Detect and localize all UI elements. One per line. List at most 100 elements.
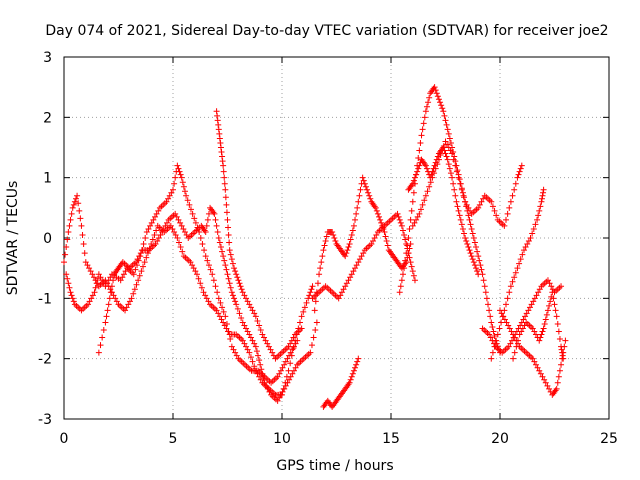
data-point	[491, 333, 498, 340]
data-point	[236, 280, 243, 287]
data-point	[411, 174, 418, 181]
data-point	[560, 355, 567, 362]
data-point	[80, 241, 87, 248]
data-point	[144, 250, 151, 257]
data-point	[338, 289, 345, 296]
data-point	[360, 177, 367, 184]
data-point	[252, 313, 259, 320]
data-point	[475, 253, 482, 260]
data-point	[451, 153, 458, 160]
data-point	[61, 259, 67, 266]
data-point	[493, 337, 500, 344]
data-point	[66, 222, 73, 229]
data-point	[558, 343, 565, 350]
data-point	[530, 225, 537, 232]
data-point	[193, 271, 200, 278]
data-point	[482, 289, 489, 296]
data-point	[449, 174, 456, 181]
data-point	[204, 216, 211, 223]
data-point	[469, 256, 476, 263]
data-point	[277, 391, 284, 398]
data-point	[308, 342, 315, 349]
data-point	[532, 361, 539, 368]
data-point	[489, 323, 496, 330]
data-point	[142, 235, 149, 241]
data-point	[215, 126, 222, 133]
data-point	[181, 188, 188, 195]
data-point	[528, 301, 535, 308]
data-point	[462, 198, 469, 205]
data-point	[507, 283, 514, 290]
x-tick-label: 20	[491, 431, 509, 447]
data-point	[192, 268, 199, 275]
data-point	[147, 222, 154, 229]
data-point	[473, 244, 480, 251]
data-point	[296, 319, 303, 326]
data-point	[132, 259, 139, 266]
data-point	[241, 340, 248, 347]
data-point	[197, 235, 204, 241]
data-point	[409, 198, 416, 205]
data-point	[470, 259, 477, 266]
data-point	[244, 346, 251, 353]
data-point	[226, 239, 233, 246]
data-point	[384, 242, 391, 249]
data-point	[320, 247, 327, 254]
data-point	[443, 121, 450, 128]
data-point	[214, 228, 221, 235]
data-point	[366, 192, 373, 199]
data-point	[543, 311, 550, 318]
data-point	[468, 225, 475, 232]
data-point	[440, 142, 447, 149]
data-point	[358, 253, 365, 260]
data-point	[352, 265, 359, 272]
data-point	[160, 225, 167, 232]
data-point	[235, 277, 242, 284]
data-point	[257, 361, 264, 368]
data-point	[106, 295, 113, 302]
data-point	[137, 250, 144, 257]
data-point	[455, 174, 462, 181]
data-point	[97, 274, 104, 281]
data-point	[345, 244, 352, 251]
data-point	[189, 210, 196, 217]
data-point	[512, 180, 519, 187]
data-point	[529, 355, 536, 362]
data-point	[486, 331, 493, 338]
data-point	[444, 156, 451, 163]
data-point	[527, 235, 534, 241]
data-point	[110, 292, 117, 299]
data-point	[225, 275, 232, 282]
data-point	[458, 186, 465, 193]
data-point	[287, 373, 294, 380]
data-point	[72, 195, 79, 202]
data-point	[197, 280, 204, 287]
data-point	[441, 112, 448, 119]
data-point	[102, 319, 109, 326]
data-point	[241, 292, 248, 299]
data-point	[507, 198, 514, 205]
x-tick-label: 25	[600, 431, 618, 447]
data-point	[262, 337, 269, 344]
data-point	[63, 271, 70, 278]
data-point	[247, 304, 254, 311]
data-point	[467, 221, 474, 228]
data-point	[95, 349, 102, 356]
data-point	[447, 139, 454, 146]
data-point	[113, 298, 120, 305]
data-point	[136, 253, 143, 260]
data-point	[316, 271, 323, 278]
data-point	[516, 331, 523, 338]
data-point	[480, 277, 487, 284]
data-point	[181, 228, 188, 235]
data-point	[228, 256, 235, 263]
data-point	[102, 283, 109, 290]
data-point	[107, 274, 114, 281]
data-point	[126, 298, 133, 305]
data-point	[416, 162, 423, 169]
data-point	[187, 259, 194, 266]
data-point	[488, 198, 495, 205]
data-point	[403, 250, 410, 257]
data-point	[506, 325, 513, 332]
data-point	[352, 216, 359, 223]
